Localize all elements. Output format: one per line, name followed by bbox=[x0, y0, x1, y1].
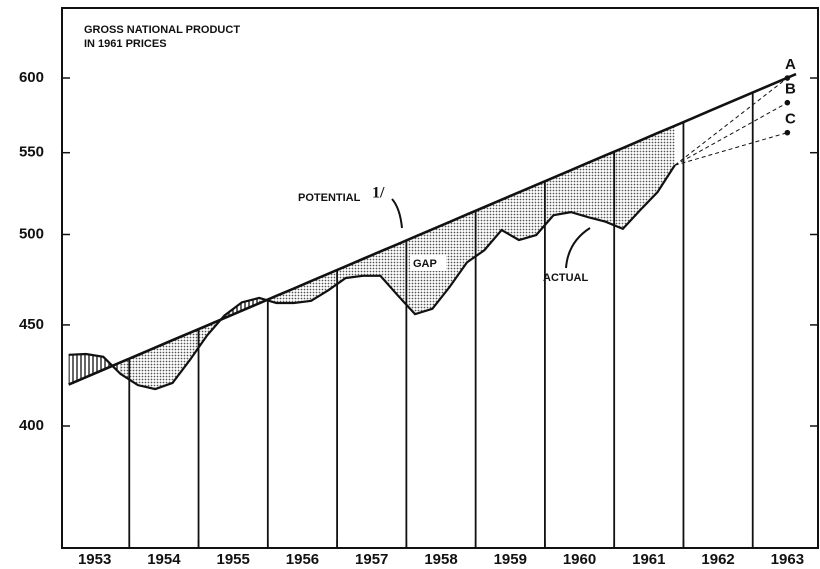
potential-footnote: 1/ bbox=[372, 185, 385, 202]
projection-point bbox=[784, 99, 791, 106]
potential-label: POTENTIAL bbox=[298, 192, 361, 204]
x-tick-label: 1961 bbox=[632, 551, 665, 568]
x-tick-label: 1955 bbox=[216, 551, 249, 568]
gap-area bbox=[68, 354, 86, 385]
actual-label: ACTUAL bbox=[543, 272, 588, 284]
series-line bbox=[68, 164, 676, 391]
gap-area bbox=[518, 184, 537, 241]
gap-area bbox=[501, 192, 519, 241]
projection-point bbox=[784, 129, 791, 136]
frame bbox=[61, 7, 819, 549]
gap-area bbox=[622, 140, 641, 229]
title-line: GROSS NATIONAL PRODUCT bbox=[84, 24, 240, 36]
x-tick-label: 1960 bbox=[563, 551, 596, 568]
gap-area bbox=[415, 229, 433, 315]
projection-label: B bbox=[785, 81, 796, 98]
x-tick-label: 1957 bbox=[355, 551, 388, 568]
y-tick-label: 550 bbox=[19, 144, 44, 161]
gap-label-bg bbox=[410, 255, 446, 271]
projection-line bbox=[674, 77, 788, 166]
gap-area bbox=[137, 347, 156, 390]
gap-area bbox=[449, 214, 467, 287]
gap-area bbox=[345, 258, 364, 278]
x-tick-label: 1959 bbox=[494, 551, 527, 568]
y-tick-label: 400 bbox=[19, 417, 44, 434]
gap-area bbox=[640, 133, 658, 211]
x-tick-label: 1954 bbox=[147, 551, 181, 568]
title-line: IN 1961 PRICES bbox=[84, 38, 167, 50]
y-tick-label: 450 bbox=[19, 316, 44, 333]
projection-label: A bbox=[785, 56, 796, 73]
x-tick-label: 1962 bbox=[701, 551, 734, 568]
gap-area bbox=[484, 199, 502, 251]
x-tick-label: 1953 bbox=[78, 551, 111, 568]
gap-area bbox=[293, 281, 312, 304]
x-tick-label: 1958 bbox=[424, 551, 457, 568]
gap-area bbox=[657, 125, 675, 193]
y-tick-label: 500 bbox=[19, 225, 44, 242]
projection-line bbox=[674, 132, 788, 166]
y-tick-label: 600 bbox=[19, 69, 44, 86]
pointer bbox=[565, 227, 591, 269]
x-tick-label: 1956 bbox=[286, 551, 319, 568]
gap-area bbox=[570, 162, 589, 218]
x-tick-label: 1963 bbox=[771, 551, 804, 568]
gap-area bbox=[588, 155, 606, 222]
projection-label: C bbox=[785, 111, 796, 128]
series-line bbox=[68, 72, 797, 386]
gap-area bbox=[380, 244, 398, 296]
gap-area bbox=[553, 170, 571, 216]
gap-area bbox=[155, 340, 173, 390]
pointer bbox=[391, 198, 403, 229]
projection-point bbox=[784, 75, 791, 81]
gap-label: GAP bbox=[413, 258, 437, 270]
gap-area bbox=[276, 288, 294, 304]
projection-line bbox=[674, 102, 788, 166]
gap-area bbox=[172, 332, 190, 383]
